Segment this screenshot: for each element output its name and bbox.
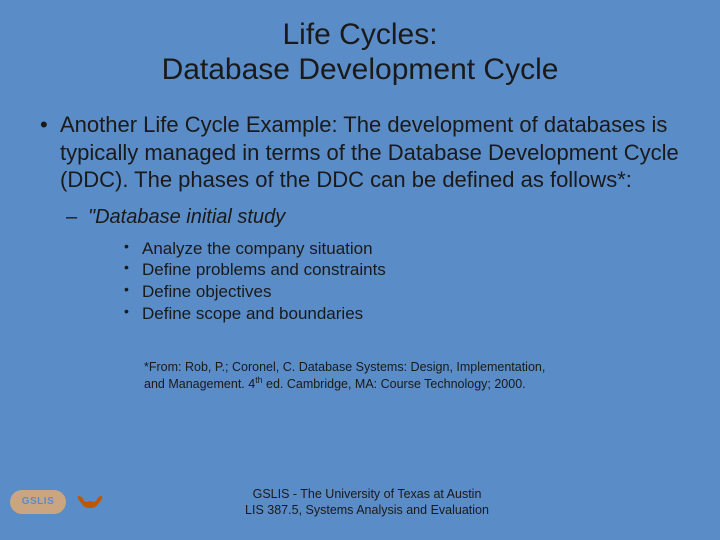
footer-line-1: GSLIS - The University of Texas at Austi… <box>253 487 482 501</box>
title-line-2: Database Development Cycle <box>162 53 559 86</box>
citation-line-1: *From: Rob, P.; Coronel, C. Database Sys… <box>144 360 545 374</box>
bullet-level-3: Define objectives <box>36 281 684 303</box>
bullet-level-3: Analyze the company situation <box>36 238 684 260</box>
gslis-logo-icon: GSLIS <box>10 490 66 514</box>
bullet-level-1: Another Life Cycle Example: The developm… <box>36 111 684 194</box>
bullet-level-3: Define problems and constraints <box>36 259 684 281</box>
slide-footer: GSLIS GSLIS - The University of Texas at… <box>0 486 720 519</box>
bullet-level-3: Define scope and boundaries <box>36 303 684 325</box>
bullet-level-2: "Database initial study <box>36 204 684 230</box>
citation: *From: Rob, P.; Coronel, C. Database Sys… <box>36 359 684 393</box>
citation-line-2a: and Management. 4 <box>144 377 255 391</box>
footer-text: GSLIS - The University of Texas at Austi… <box>104 486 720 519</box>
footer-line-2: LIS 387.5, Systems Analysis and Evaluati… <box>245 503 489 517</box>
citation-line-2b: ed. Cambridge, MA: Course Technology; 20… <box>263 377 526 391</box>
title-line-1: Life Cycles: <box>282 18 437 51</box>
citation-sup: th <box>255 375 262 385</box>
longhorn-icon <box>76 493 104 511</box>
slide-title: Life Cycles: Database Development Cycle <box>36 18 684 87</box>
slide: Life Cycles: Database Development Cycle … <box>0 0 720 540</box>
